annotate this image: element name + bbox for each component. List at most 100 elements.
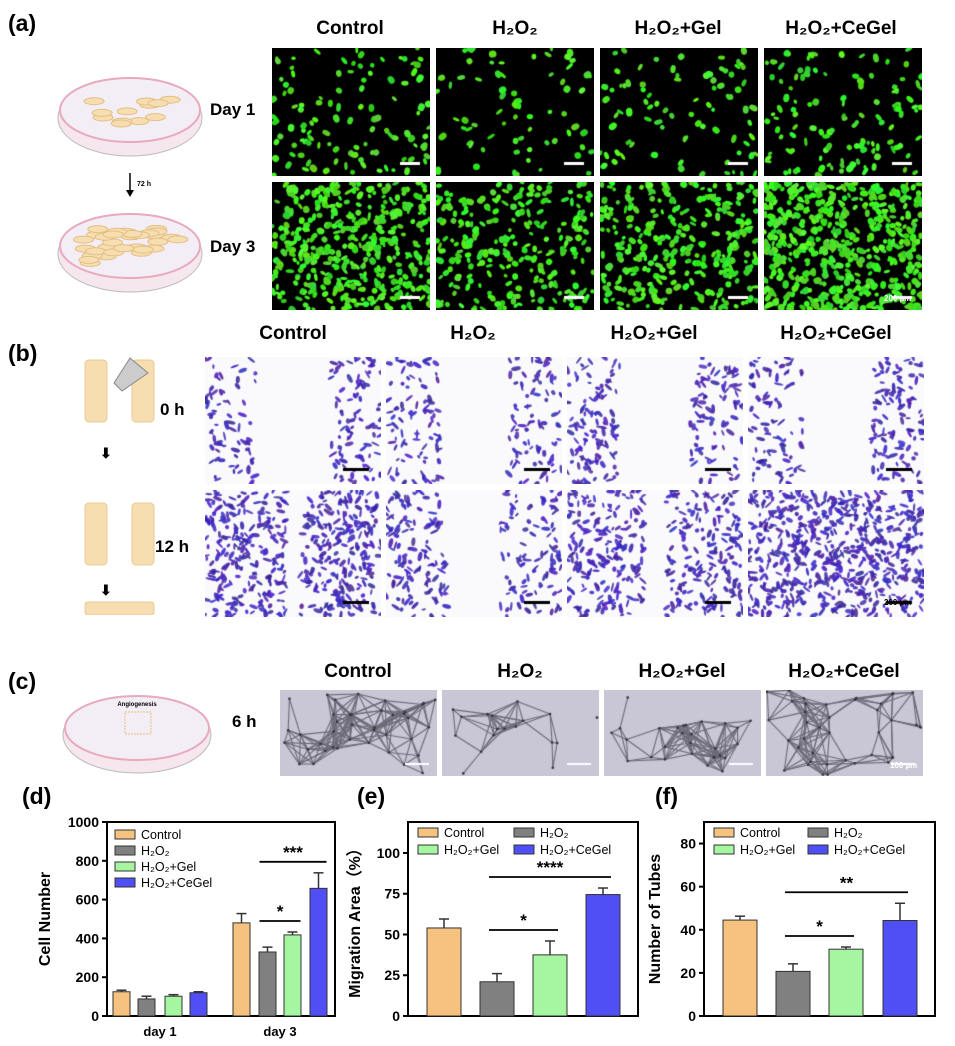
chart-f-ytick-label: 0	[688, 1008, 696, 1024]
image-b-0h-control	[205, 357, 381, 484]
row-label-0h: 0 h	[160, 400, 185, 419]
cell-icon	[116, 107, 138, 116]
image-b-0h-h2o2	[386, 357, 562, 484]
chart-e-ytick-label: 25	[384, 967, 400, 983]
chart-d-xtick-label: day 1	[143, 1024, 176, 1039]
chart-e-ytick-label: 0	[392, 1008, 400, 1024]
chart-f-significance-label: *	[816, 917, 823, 936]
row-label-12h: 12 h	[155, 537, 190, 556]
chart-d-legend-label: H₂O₂+Gel	[141, 860, 196, 874]
chart-d-legend-swatch	[114, 829, 136, 840]
chart-f-bar	[882, 920, 918, 1017]
panel-e-label: (e)	[357, 783, 386, 809]
image-b-0h-h2o2-cegel	[748, 357, 924, 484]
image-b-12h-h2o2-cegel	[748, 490, 924, 617]
chart-d-ytick-label: 400	[76, 930, 100, 946]
chart-f-significance-label: **	[840, 873, 854, 892]
chart-e-legend-swatch	[417, 844, 439, 855]
chart-f-legend-swatch	[713, 844, 735, 855]
time-label-6h: 6 h	[232, 712, 257, 731]
image-c-control	[280, 690, 437, 776]
chart-d-ylabel: Cell Number	[37, 872, 54, 966]
image-a-day3-control	[272, 182, 430, 310]
chart-f-frame	[703, 821, 936, 1017]
a-title-control: Control	[316, 18, 384, 39]
cell-icon	[87, 225, 109, 234]
chart-d-bar	[189, 992, 208, 1017]
cell-icon	[110, 119, 132, 128]
chart-e-legend-swatch	[417, 827, 439, 838]
image-a-day1-control	[272, 48, 430, 176]
b-title-h2o2-gel: H₂O₂+Gel	[610, 323, 698, 344]
chart-e-bar	[479, 981, 515, 1017]
a-title-h2o2-gel: H₂O₂+Gel	[634, 18, 722, 39]
chart-e-legend-label: H₂O₂+CeGel	[540, 843, 611, 857]
chart-e-legend-label: H₂O₂	[540, 826, 569, 840]
chart-e-legend-label: Control	[444, 826, 484, 840]
chart-d-bar	[258, 951, 277, 1017]
chart-f-ytick-label: 80	[680, 836, 696, 852]
chart-e-bar	[585, 894, 621, 1017]
chart-e-significance-label: *	[520, 911, 527, 930]
chart-f-bar	[722, 919, 758, 1017]
dish-text: Angiogenesis	[117, 702, 157, 708]
chart-f-ytick-label: 20	[680, 965, 696, 981]
image-a-day3-h2o2-cegel	[764, 182, 922, 310]
image-a-day1-h2o2-cegel	[764, 48, 922, 176]
image-b-12h-control	[205, 490, 381, 617]
chart-d-xtick-label: day 3	[263, 1024, 296, 1039]
chart-d-ytick-label: 0	[91, 1008, 99, 1024]
image-c-h2o2-gel	[604, 690, 761, 776]
chart-d-bar	[283, 934, 302, 1017]
chart-d-legend-swatch	[114, 845, 136, 856]
image-a-day3-h2o2-gel	[600, 182, 758, 310]
chart-f-legend-label: H₂O₂+CeGel	[834, 843, 905, 857]
chart-d-bar	[112, 991, 131, 1017]
chart-f-legend-swatch	[713, 827, 735, 838]
image-c-h2o2	[442, 690, 599, 776]
chart-d-legend-label: H₂O₂+CeGel	[141, 876, 212, 890]
chart-e-legend-swatch	[513, 844, 535, 855]
scale-bar-label-c: 100 µm	[890, 761, 918, 770]
angiogenesis-dish-illustration: Angiogenesis	[62, 695, 212, 774]
cell-icon	[73, 235, 95, 244]
chart-f-legend-swatch	[807, 827, 829, 838]
pipette-tip-icon	[113, 357, 149, 392]
scratch-assay-illustration: ⬇ ⬇	[84, 357, 155, 615]
c-title-h2o2-cegel: H₂O₂+CeGel	[788, 661, 900, 682]
chart-f-ytick-label: 40	[680, 922, 696, 938]
cell-icon	[167, 235, 189, 244]
chart-d-ytick-label: 1000	[68, 814, 99, 830]
chart-d-frame	[106, 821, 336, 1017]
image-b-12h-h2o2-gel	[567, 490, 743, 617]
image-a-day1-h2o2	[436, 48, 594, 176]
scale-bar-label-b: 200 µm	[884, 598, 912, 607]
image-b-12h-h2o2	[386, 490, 562, 617]
row-label-day3: Day 3	[210, 237, 256, 256]
chart-e-bar	[532, 954, 568, 1017]
chart-d-bar	[137, 998, 156, 1017]
panel-b-label: (b)	[8, 340, 38, 366]
image-b-0h-h2o2-gel	[567, 357, 743, 484]
row-label-day1: Day 1	[210, 100, 256, 119]
panel-f-label: (f)	[655, 783, 678, 809]
chart-d-legend-swatch	[114, 877, 136, 888]
chart-f-bar	[775, 970, 811, 1017]
interval-label: 72 h	[137, 181, 151, 188]
chart-d-significance-label: ***	[283, 843, 303, 862]
cell-icon	[102, 230, 124, 239]
image-a-day1-h2o2-gel	[600, 48, 758, 176]
scale-bar-label-a: 200 µm	[884, 294, 912, 303]
chart-f-legend-swatch	[807, 844, 829, 855]
chart-e-frame	[407, 821, 639, 1017]
chart-f-legend-label: H₂O₂+Gel	[740, 843, 795, 857]
panel-a-label: (a)	[8, 10, 37, 36]
chart-f-ytick-label: 60	[680, 879, 696, 895]
chart-f-legend-label: Control	[740, 826, 780, 840]
image-a-day3-h2o2	[436, 182, 594, 310]
chart-f-legend-label: H₂O₂	[834, 826, 863, 840]
chart-d-significance-label: *	[277, 902, 284, 921]
b-title-h2o2: H₂O₂	[450, 323, 496, 344]
b-title-control: Control	[259, 323, 327, 344]
